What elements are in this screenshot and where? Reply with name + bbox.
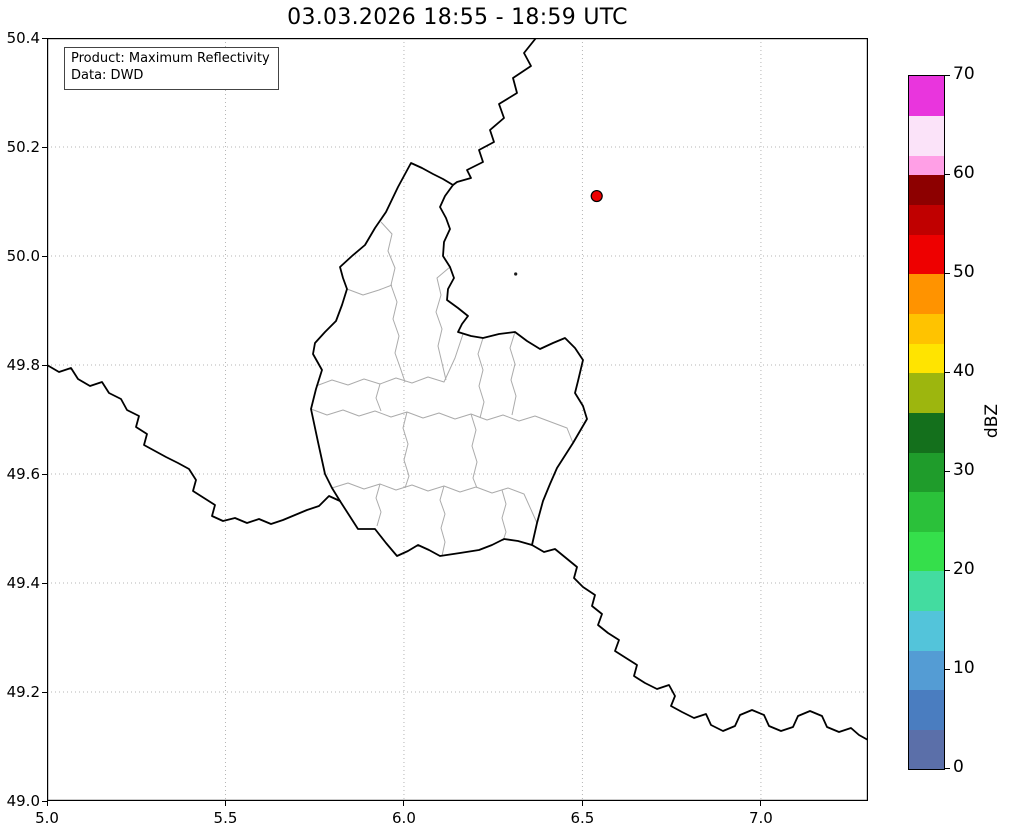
district-border bbox=[509, 331, 517, 416]
y-tickmark bbox=[42, 800, 47, 802]
colorbar-tickmark bbox=[945, 371, 950, 373]
y-tick-label: 49.6 bbox=[6, 465, 40, 483]
colorbar-tick-label: 70 bbox=[953, 64, 975, 84]
y-tickmark bbox=[42, 146, 47, 148]
colorbar-segment bbox=[909, 571, 944, 612]
info-product-line: Product: Maximum Reflectivity bbox=[71, 51, 270, 66]
plot-area: Product: Maximum Reflectivity Data: DWD bbox=[47, 38, 868, 801]
x-tickmark bbox=[46, 801, 48, 806]
colorbar-segment bbox=[909, 204, 944, 235]
axes-frame bbox=[47, 38, 868, 801]
colorbar-segment bbox=[909, 343, 944, 374]
info-box: Product: Maximum Reflectivity Data: DWD bbox=[64, 47, 279, 90]
district-border bbox=[310, 408, 574, 444]
y-tickmark bbox=[42, 582, 47, 584]
x-tickmark bbox=[581, 801, 583, 806]
district-border bbox=[375, 483, 382, 527]
x-tickmark bbox=[403, 801, 405, 806]
x-tickmark bbox=[224, 801, 226, 806]
country-border bbox=[531, 544, 868, 741]
colorbar-segment bbox=[909, 373, 944, 414]
y-tick-label: 49.8 bbox=[6, 356, 40, 374]
colorbar-tickmark bbox=[945, 74, 950, 76]
colorbar-tick-label: 30 bbox=[953, 460, 975, 480]
y-tickmark bbox=[42, 364, 47, 366]
x-tick-label: 6.0 bbox=[392, 809, 416, 827]
district-border bbox=[402, 411, 410, 489]
y-tick-label: 50.0 bbox=[6, 247, 40, 265]
colorbar-tickmark bbox=[945, 668, 950, 670]
y-tick-label: 50.4 bbox=[6, 29, 40, 47]
colorbar-segments bbox=[909, 76, 944, 769]
info-data-line: Data: DWD bbox=[71, 67, 144, 83]
colorbar-tick-label: 60 bbox=[953, 163, 975, 183]
colorbar-tickmark bbox=[945, 173, 950, 175]
district-border bbox=[501, 489, 507, 542]
colorbar-segment bbox=[909, 76, 944, 117]
colorbar-segment bbox=[909, 610, 944, 651]
district-border bbox=[439, 485, 446, 557]
colorbar-segment bbox=[909, 313, 944, 344]
district-border bbox=[375, 383, 382, 412]
radar-site-marker bbox=[590, 189, 603, 203]
colorbar-segment bbox=[909, 412, 944, 453]
colorbar-segment bbox=[909, 650, 944, 691]
district-border bbox=[380, 221, 406, 383]
colorbar-tickmark bbox=[945, 569, 950, 571]
colorbar-segment bbox=[909, 452, 944, 493]
colorbar-segment bbox=[909, 531, 944, 572]
district-border bbox=[315, 333, 464, 387]
district-border bbox=[331, 482, 538, 524]
district-border bbox=[346, 284, 393, 296]
colorbar-segment bbox=[909, 175, 944, 206]
y-tick-label: 49.0 bbox=[6, 792, 40, 810]
district-border bbox=[470, 413, 478, 489]
colorbar-segment bbox=[909, 234, 944, 275]
plot-title: 03.03.2026 18:55 - 18:59 UTC bbox=[287, 5, 628, 30]
map-svg bbox=[47, 38, 868, 801]
colorbar-segment bbox=[909, 155, 944, 176]
country-border bbox=[310, 162, 588, 557]
y-tick-label: 49.2 bbox=[6, 683, 40, 701]
colorbar-segment bbox=[909, 115, 944, 156]
x-tick-label: 5.0 bbox=[35, 809, 59, 827]
country-border bbox=[452, 38, 537, 186]
y-tickmark bbox=[42, 473, 47, 475]
colorbar-segment bbox=[909, 491, 944, 532]
colorbar-segment bbox=[909, 274, 944, 315]
y-tickmark bbox=[42, 691, 47, 693]
district-border bbox=[435, 266, 451, 381]
colorbar-segment bbox=[909, 729, 944, 769]
country-border bbox=[47, 364, 341, 525]
colorbar-tick-label: 20 bbox=[953, 559, 975, 579]
colorbar-tick-label: 50 bbox=[953, 262, 975, 282]
y-tick-label: 50.2 bbox=[6, 138, 40, 156]
colorbar-tickmark bbox=[945, 470, 950, 472]
x-tick-label: 7.0 bbox=[748, 809, 773, 827]
y-tick-label: 49.4 bbox=[6, 574, 40, 592]
colorbar-label: dBZ bbox=[982, 403, 1002, 439]
x-tickmark bbox=[760, 801, 762, 806]
colorbar-segment bbox=[909, 689, 944, 730]
x-tick-label: 6.5 bbox=[570, 809, 595, 827]
colorbar-tick-label: 40 bbox=[953, 361, 975, 381]
colorbar-tickmark bbox=[945, 767, 950, 769]
small-dot-marker bbox=[514, 272, 518, 276]
colorbar bbox=[908, 75, 945, 770]
y-tickmark bbox=[42, 255, 47, 257]
x-tick-label: 5.5 bbox=[213, 809, 238, 827]
colorbar-tick-label: 10 bbox=[953, 658, 975, 678]
y-tickmark bbox=[42, 37, 47, 39]
colorbar-tick-label: 0 bbox=[953, 757, 964, 777]
district-border bbox=[477, 337, 485, 419]
colorbar-tickmark bbox=[945, 272, 950, 274]
